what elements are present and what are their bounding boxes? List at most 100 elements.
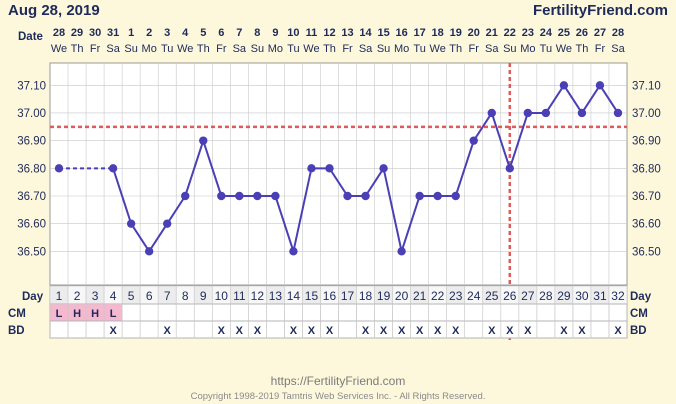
date-number: 2 bbox=[146, 27, 152, 39]
day-cell-value: 3 bbox=[92, 289, 99, 303]
date-number: 29 bbox=[71, 27, 83, 39]
date-weekday: Su bbox=[124, 43, 137, 55]
day-cell-value: 32 bbox=[611, 289, 625, 303]
day-cell-value: 25 bbox=[485, 289, 499, 303]
date-number: 1 bbox=[128, 27, 134, 39]
date-weekday: Fr bbox=[469, 43, 480, 55]
temperature-point bbox=[126, 219, 136, 228]
day-cell-value: 17 bbox=[341, 289, 355, 303]
date-number: 30 bbox=[89, 27, 101, 39]
day-cell-value: 5 bbox=[128, 289, 135, 303]
bd-cell-value: X bbox=[488, 325, 496, 337]
date-weekday: Mo bbox=[142, 43, 157, 55]
footer-url[interactable]: https://FertilityFriend.com bbox=[271, 374, 406, 388]
bd-cell-value: X bbox=[524, 325, 532, 337]
temperature-point bbox=[289, 247, 298, 256]
y-tick-label-right: 36.60 bbox=[632, 219, 661, 231]
date-weekday: Th bbox=[576, 43, 589, 55]
temperature-line bbox=[454, 140, 475, 197]
date-number: 14 bbox=[359, 27, 372, 39]
date-weekday: Tu bbox=[413, 43, 425, 55]
date-number: 24 bbox=[540, 27, 553, 39]
day-cell-value: 11 bbox=[233, 289, 246, 303]
day-cell-value: 31 bbox=[593, 289, 607, 303]
date-weekday: Th bbox=[71, 43, 84, 55]
date-weekday: We bbox=[556, 43, 572, 55]
temperature-line bbox=[148, 223, 169, 252]
temperature-line bbox=[364, 167, 385, 197]
bd-cell-value: X bbox=[434, 325, 442, 337]
temperature-point bbox=[505, 164, 514, 173]
date-number: 26 bbox=[576, 27, 588, 39]
date-number: 23 bbox=[522, 27, 534, 39]
y-tick-label-left: 36.60 bbox=[17, 219, 46, 231]
date-weekday: Mo bbox=[520, 43, 535, 55]
header-brand: FertilityFriend.com bbox=[533, 2, 668, 19]
bd-cell-value: X bbox=[560, 325, 568, 337]
day-cell-value: 7 bbox=[164, 289, 171, 303]
cm-cell-value: L bbox=[110, 308, 117, 320]
bd-cell-value: X bbox=[164, 325, 172, 337]
date-weekday: Su bbox=[503, 43, 516, 55]
date-weekday: We bbox=[303, 43, 319, 55]
temperature-line bbox=[472, 112, 493, 142]
date-number: 15 bbox=[377, 27, 389, 39]
day-cell-value: 10 bbox=[215, 289, 229, 303]
date-number: 3 bbox=[164, 27, 170, 39]
temperature-line bbox=[581, 84, 601, 114]
bd-cell-value: X bbox=[362, 325, 370, 337]
day-cell-value: 29 bbox=[557, 289, 571, 303]
date-weekday: Th bbox=[323, 43, 336, 55]
temperature-point bbox=[181, 191, 190, 201]
date-number: 28 bbox=[53, 27, 65, 39]
date-weekday: Fr bbox=[342, 43, 353, 55]
date-number: 9 bbox=[272, 27, 278, 39]
date-weekday: Mo bbox=[394, 43, 409, 55]
day-cell-value: 20 bbox=[395, 289, 409, 303]
temperature-point bbox=[577, 108, 587, 118]
temperature-line bbox=[184, 140, 205, 197]
day-cell-value: 16 bbox=[323, 289, 337, 303]
temperature-point bbox=[361, 191, 370, 201]
y-tick-label-left: 36.80 bbox=[17, 163, 46, 175]
date-number: 17 bbox=[414, 27, 426, 39]
cm-cell-value: L bbox=[56, 308, 63, 320]
date-weekday: We bbox=[51, 43, 67, 55]
date-weekday: Tu bbox=[540, 43, 552, 55]
day-cell-value: 4 bbox=[110, 289, 117, 303]
date-number: 5 bbox=[200, 27, 206, 39]
temperature-point bbox=[307, 164, 316, 173]
day-cell-value: 9 bbox=[200, 289, 207, 303]
cm-row-label-left: CM bbox=[8, 308, 26, 320]
date-number: 22 bbox=[504, 27, 516, 39]
bd-row-label-right: BD bbox=[630, 325, 647, 337]
bd-cell-value: X bbox=[614, 325, 622, 337]
temperature-line bbox=[382, 168, 403, 252]
temperature-point bbox=[469, 136, 478, 145]
y-tick-label-left: 36.50 bbox=[17, 246, 46, 258]
date-row-label: Date bbox=[18, 31, 43, 43]
bd-cell-value: X bbox=[236, 325, 244, 337]
temperature-point bbox=[541, 108, 551, 118]
temperature-point bbox=[235, 191, 244, 201]
day-cell-value: 18 bbox=[359, 289, 373, 303]
footer-copyright: Copyright 1998-2019 Tamtris Web Services… bbox=[191, 391, 486, 402]
date-number: 25 bbox=[558, 27, 570, 39]
bd-row-label-left: BD bbox=[8, 325, 25, 337]
temperature-line bbox=[599, 84, 619, 114]
bd-cell-value: X bbox=[254, 325, 262, 337]
bd-cell-value: X bbox=[416, 325, 424, 337]
date-number: 31 bbox=[107, 27, 119, 39]
day-cell-value: 6 bbox=[146, 289, 153, 303]
date-weekday: Su bbox=[377, 43, 390, 55]
temperature-line bbox=[274, 195, 295, 252]
date-weekday: Sa bbox=[233, 43, 247, 55]
temperature-point bbox=[379, 164, 388, 173]
bd-cell-value: X bbox=[326, 325, 334, 337]
day-cell-value: 12 bbox=[251, 289, 265, 303]
temperature-point bbox=[559, 81, 569, 90]
date-weekday: Sa bbox=[359, 43, 373, 55]
date-weekday: Fr bbox=[90, 43, 101, 55]
temperature-line bbox=[166, 195, 187, 225]
